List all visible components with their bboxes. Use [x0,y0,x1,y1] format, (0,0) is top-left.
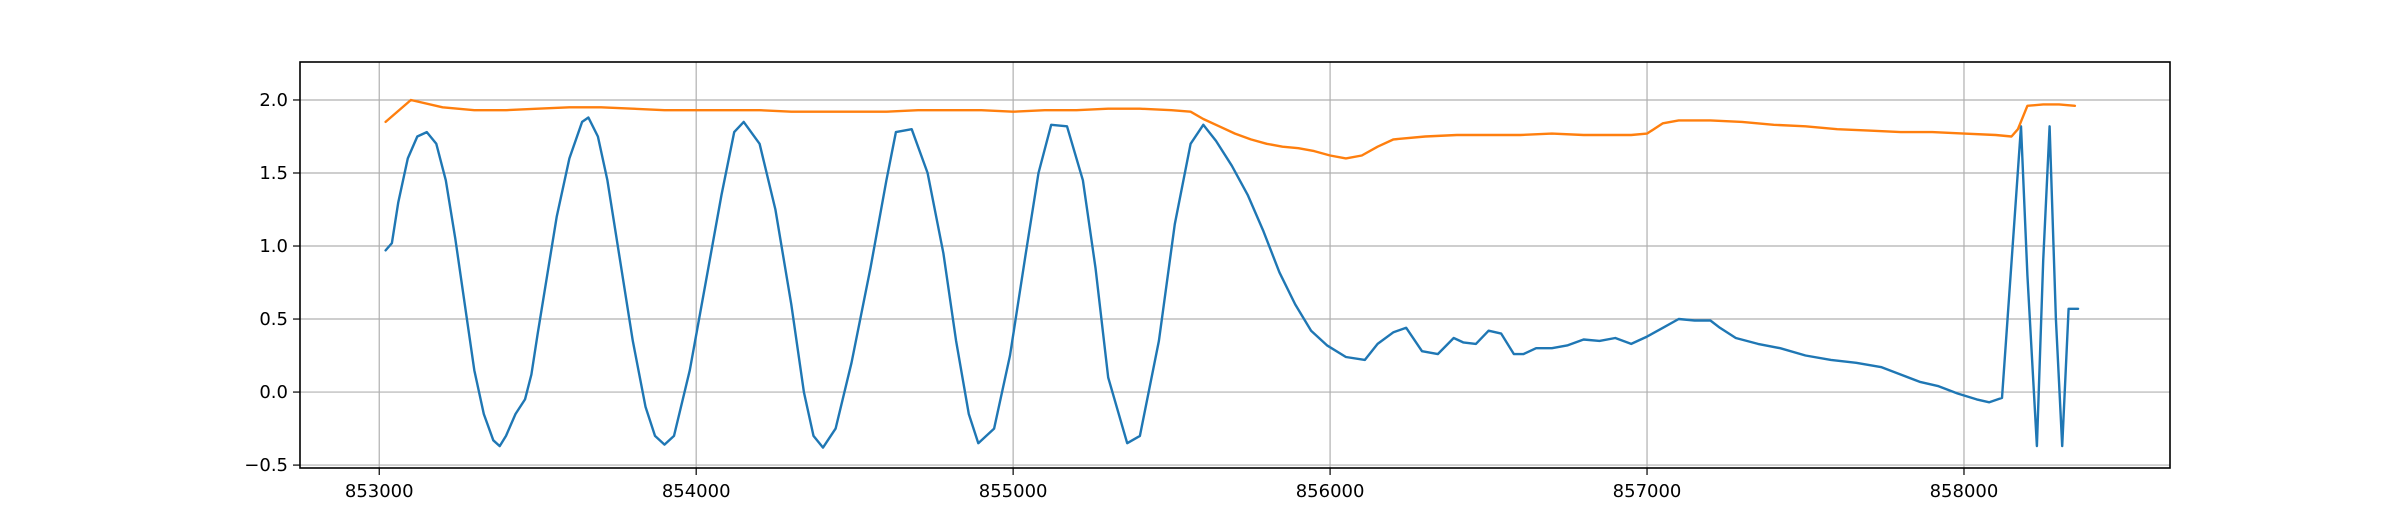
plot-frame [299,61,2171,469]
y-tick-label: −0.5 [244,455,288,476]
x-tick-label: 853000 [345,481,414,502]
x-tick-label: 858000 [1930,481,1999,502]
grid-lines [300,62,2170,468]
series-layer [384,98,2080,449]
x-tick-label: 854000 [662,481,731,502]
x-tick-label: 855000 [979,481,1048,502]
x-tick-label: 856000 [1296,481,1365,502]
y-tick-label: 0.0 [259,382,288,403]
y-tick-label: 1.5 [259,163,288,184]
axis-ticks: 853000 854000 855000 856000 857000 858000 −0.5… [244,90,1998,502]
series-line-2 [384,98,2077,160]
series-line-1 [384,116,2080,449]
y-tick-label: 0.5 [259,309,288,330]
y-tick-label: 2.0 [259,90,288,111]
y-tick-label: 1.0 [259,236,288,257]
x-tick-label: 857000 [1613,481,1682,502]
